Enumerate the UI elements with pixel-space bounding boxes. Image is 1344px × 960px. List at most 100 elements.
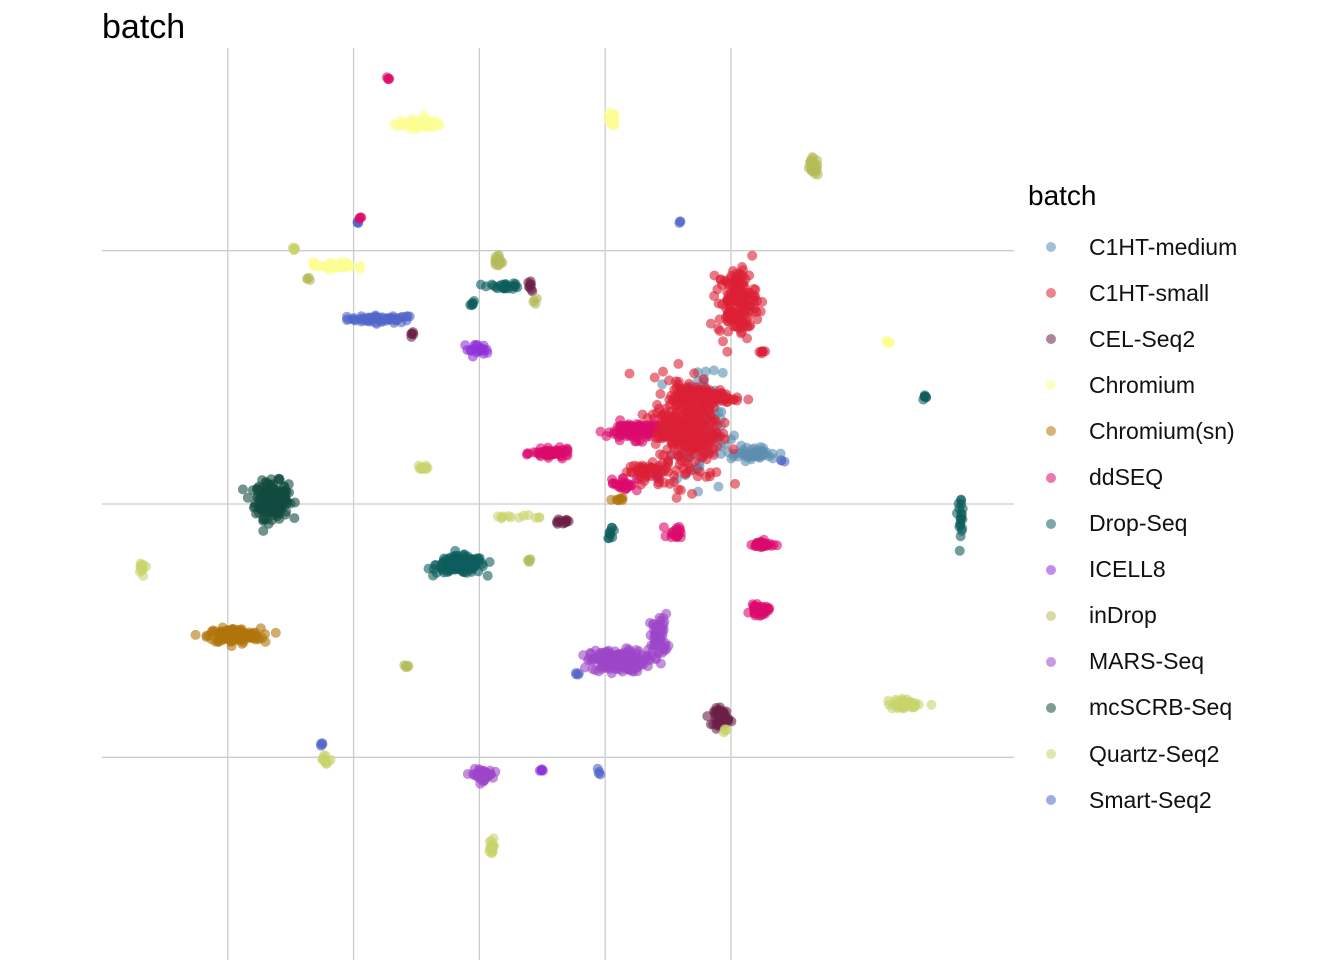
data-point (355, 264, 365, 274)
data-point (402, 311, 413, 322)
legend-label: Drop-Seq (1089, 510, 1188, 537)
cluster-chromium (389, 110, 445, 135)
legend-key-dot (1046, 472, 1056, 483)
data-point (759, 448, 770, 459)
legend-item: Chromium(sn) (1028, 408, 1237, 454)
data-point (482, 570, 493, 581)
data-point (493, 255, 504, 266)
data-point (418, 110, 429, 121)
data-point (657, 647, 668, 658)
cluster-chromium (881, 335, 896, 348)
legend: batch C1HT-medium C1HT-small CEL-Seq2 Chrom… (1028, 180, 1237, 823)
cluster-chromium (307, 256, 366, 275)
data-point (204, 630, 215, 641)
data-point (657, 631, 668, 642)
data-point (536, 765, 547, 776)
legend-item: Smart-Seq2 (1028, 777, 1237, 823)
cluster-smart-seq2 (592, 763, 606, 780)
data-point (615, 493, 626, 504)
data-point (807, 156, 818, 166)
legend-item: CEL-Seq2 (1028, 316, 1237, 362)
data-point (711, 467, 722, 478)
data-point (484, 557, 495, 567)
data-point (607, 522, 618, 533)
data-point (355, 212, 366, 223)
data-point (649, 372, 660, 383)
data-point (737, 262, 748, 272)
data-point (883, 695, 894, 706)
data-point (713, 323, 724, 334)
cluster-drop-seq (423, 545, 495, 581)
data-point (654, 612, 665, 623)
cluster-indrop (803, 152, 823, 180)
data-point (658, 366, 668, 377)
data-point (716, 406, 727, 417)
data-point (926, 699, 937, 710)
cluster-icell8 (534, 764, 548, 776)
data-point (522, 555, 533, 566)
cluster-smart-seq2 (571, 668, 584, 680)
data-point (676, 430, 687, 441)
data-point (335, 259, 346, 270)
cluster-chromium-sn- (190, 622, 281, 652)
cluster-ddseq (658, 521, 686, 543)
cluster-c1ht-small (669, 376, 754, 415)
data-point (881, 335, 892, 346)
data-point (481, 281, 491, 292)
data-point (652, 399, 663, 410)
data-point (722, 346, 733, 357)
data-point (718, 392, 729, 403)
legend-label: Chromium (1089, 371, 1196, 398)
legend-item: ddSEQ (1028, 454, 1237, 500)
data-point (673, 484, 684, 495)
legend-key-dot (1046, 242, 1056, 253)
data-point (697, 431, 708, 442)
data-point (757, 296, 768, 307)
data-point (718, 336, 728, 347)
data-point (657, 410, 668, 421)
data-point (655, 389, 666, 399)
data-point (708, 450, 719, 460)
data-point (755, 306, 766, 317)
legend-items: C1HT-medium C1HT-small CEL-Seq2 Chromium Chr… (1028, 224, 1237, 823)
cluster-chromium-sn- (606, 492, 628, 506)
cluster-cel-seq2 (523, 276, 538, 297)
cluster-c1ht-small (705, 250, 768, 357)
data-point (719, 417, 730, 428)
data-point (593, 768, 604, 779)
cluster-indrop (399, 660, 414, 673)
data-point (428, 570, 439, 581)
data-point (274, 508, 285, 519)
data-point (642, 661, 653, 672)
data-point (478, 340, 489, 351)
data-point (289, 513, 300, 524)
data-point (344, 260, 355, 271)
data-point (605, 117, 616, 128)
legend-label: Quartz-Seq2 (1089, 740, 1220, 767)
data-point (460, 340, 471, 351)
data-point (688, 388, 699, 399)
legend-label: ddSEQ (1089, 464, 1164, 491)
cluster-quartz-seq2 (317, 750, 336, 769)
cluster-c1ht-small (621, 460, 680, 490)
data-point (484, 836, 495, 847)
data-point (670, 376, 681, 387)
data-point (730, 478, 740, 489)
data-point (289, 497, 300, 508)
legend-key-dot (1046, 795, 1056, 806)
cluster-smart-seq2 (674, 216, 686, 228)
cluster-ddseq (746, 534, 782, 553)
data-point (382, 72, 392, 83)
cluster-ddseq (607, 473, 644, 496)
data-point (708, 365, 719, 376)
cluster-chromium (603, 107, 620, 131)
data-point (690, 434, 700, 445)
cluster-quartz-seq2 (718, 724, 733, 738)
data-point (619, 654, 630, 665)
data-point (678, 386, 689, 397)
data-point (713, 298, 724, 309)
data-point (258, 525, 269, 536)
cluster-ddseq (743, 599, 775, 621)
data-point (736, 327, 747, 337)
data-point (530, 298, 541, 309)
